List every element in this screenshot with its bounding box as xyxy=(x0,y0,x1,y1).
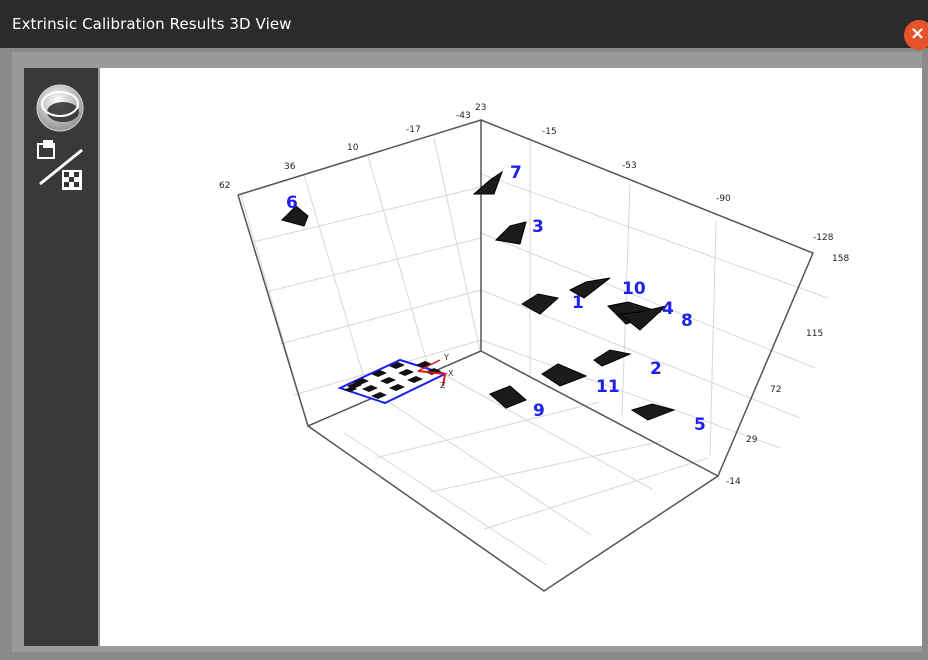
camera-label-4: 4 xyxy=(662,299,674,319)
origin-x-label: X xyxy=(448,369,454,378)
camera-label-1: 1 xyxy=(572,293,584,313)
left-tick-3: 10 xyxy=(347,143,359,153)
left-tick-1: 62 xyxy=(219,181,230,191)
origin-labels: Y X Z xyxy=(440,353,454,390)
camera-label-2: 2 xyxy=(650,359,662,379)
camera-10 xyxy=(568,277,611,299)
camera-label-3: 3 xyxy=(532,217,544,237)
right-side-tick-2: 115 xyxy=(806,329,823,339)
camera-6 xyxy=(281,205,309,227)
camera-1 xyxy=(521,293,560,315)
camera-label-10: 10 xyxy=(622,279,646,299)
toggle-view-button[interactable] xyxy=(34,140,86,194)
left-tick-5: -43 xyxy=(456,111,471,121)
camera-label-8: 8 xyxy=(681,311,693,331)
right-side-tick-3: 72 xyxy=(770,385,781,395)
camera-5 xyxy=(630,403,676,421)
toggle-camera-board-centric-icon xyxy=(37,140,83,190)
title-bar[interactable]: Extrinsic Calibration Results 3D View × xyxy=(0,0,928,50)
left-tick-2: 36 xyxy=(284,162,296,172)
right-side-tick-1: 158 xyxy=(832,254,849,264)
left-tick-4: -17 xyxy=(406,125,421,135)
window-title: Extrinsic Calibration Results 3D View xyxy=(12,15,292,33)
origin-z-label: Z xyxy=(440,381,446,390)
right-side-tick-5: -14 xyxy=(726,477,741,487)
camera-2 xyxy=(593,349,632,367)
camera-9 xyxy=(489,385,527,409)
origin-y-label: Y xyxy=(443,353,449,362)
plot-area[interactable]: 62 36 10 -17 -43 23 -15 -53 -90 -128 158… xyxy=(100,68,922,646)
close-button[interactable]: × xyxy=(904,20,928,50)
camera-label-11: 11 xyxy=(596,377,620,397)
right-side-tick-4: 29 xyxy=(746,435,758,445)
side-toolbar xyxy=(24,68,98,646)
right-top-tick-4: -128 xyxy=(813,233,834,243)
camera-frustums xyxy=(281,170,676,421)
right-top-tick-1: -15 xyxy=(542,127,557,137)
camera-label-9: 9 xyxy=(533,401,545,421)
camera-label-6: 6 xyxy=(286,193,298,213)
back-top-tick: 23 xyxy=(475,103,486,113)
rotate-3d-icon xyxy=(36,84,84,132)
camera-7 xyxy=(472,170,503,195)
calibration-checkerboard xyxy=(337,358,448,405)
axis-ticks: 62 36 10 -17 -43 23 -15 -53 -90 -128 158… xyxy=(219,103,849,487)
close-icon: × xyxy=(910,23,926,44)
camera-label-7: 7 xyxy=(510,163,522,183)
right-top-tick-2: -53 xyxy=(622,161,637,171)
extrinsics-3d-plot[interactable]: 62 36 10 -17 -43 23 -15 -53 -90 -128 158… xyxy=(100,68,922,646)
rotate-3d-button[interactable] xyxy=(34,82,86,134)
camera-8 xyxy=(618,305,668,331)
camera-11 xyxy=(541,363,588,387)
right-top-tick-3: -90 xyxy=(716,194,731,204)
camera-labels: 7 3 6 10 1 4 8 2 11 9 5 xyxy=(286,163,706,435)
axes-frame xyxy=(237,118,814,592)
camera-3 xyxy=(494,221,527,245)
grid xyxy=(240,137,829,566)
camera-label-5: 5 xyxy=(694,415,706,435)
